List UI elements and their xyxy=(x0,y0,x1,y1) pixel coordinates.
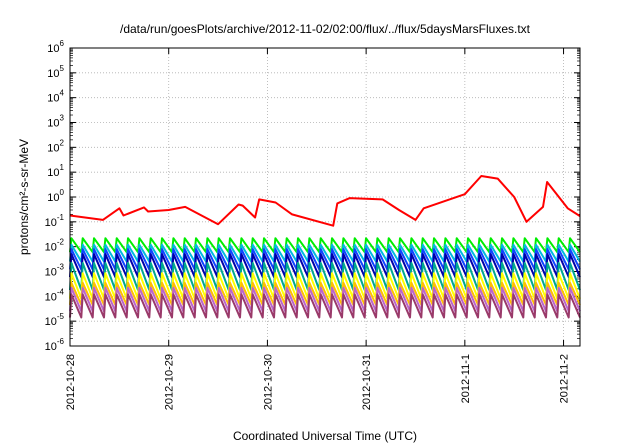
x-axis-label: Coordinated Universal Time (UTC) xyxy=(233,429,417,443)
series-line-9 xyxy=(69,286,581,313)
y-tick-label: 100 xyxy=(47,188,64,204)
y-tick-label: 10-5 xyxy=(45,312,65,328)
series-line-8 xyxy=(69,281,581,306)
x-tick-label: 2012-10-29 xyxy=(164,354,176,410)
y-tick-label: 104 xyxy=(47,89,64,105)
series-line-3 xyxy=(69,243,581,263)
y-tick-label: 10-6 xyxy=(45,337,65,353)
series-line-10 xyxy=(69,293,581,319)
x-tick-label: 2012-10-30 xyxy=(262,354,274,410)
y-tick-label: 10-1 xyxy=(45,213,65,229)
series-line-5 xyxy=(69,253,581,278)
y-tick-label: 102 xyxy=(47,138,64,154)
y-tick-label: 105 xyxy=(47,64,64,80)
chart-title: /data/run/goesPlots/archive/2012-11-02/0… xyxy=(120,22,531,36)
x-tick-label: 2012-10-28 xyxy=(65,354,77,410)
y-tick-label: 106 xyxy=(47,39,64,55)
series-line-4 xyxy=(69,248,581,271)
x-tick-label: 2012-11-2 xyxy=(559,354,571,403)
grid xyxy=(70,48,580,346)
y-tick-label: 10-2 xyxy=(45,238,65,254)
series-line-2 xyxy=(69,237,581,254)
x-tick-label: 2012-11-1 xyxy=(460,354,472,403)
series-line-7 xyxy=(69,272,581,300)
y-tick-label: 101 xyxy=(47,163,64,179)
series-line-1 xyxy=(69,175,581,227)
series-line-6 xyxy=(69,262,581,291)
y-tick-label: 103 xyxy=(47,114,64,130)
y-axis-label: protons/cm²-s-sr-MeV xyxy=(17,139,31,255)
y-tick-label: 10-4 xyxy=(45,287,65,303)
y-tick-label: 10-3 xyxy=(45,263,65,279)
x-ticks: 2012-10-28 2012-10-29 2012-10-30 2012-10-31… xyxy=(65,48,571,410)
series-lines xyxy=(69,175,581,319)
plot-frame xyxy=(69,47,581,347)
y-ticks: 10-6 10-5 10-4 10-3 10-2 10-1 100 101 102 103 104 1… xyxy=(45,39,580,353)
x-tick-label: 2012-10-31 xyxy=(361,354,373,410)
